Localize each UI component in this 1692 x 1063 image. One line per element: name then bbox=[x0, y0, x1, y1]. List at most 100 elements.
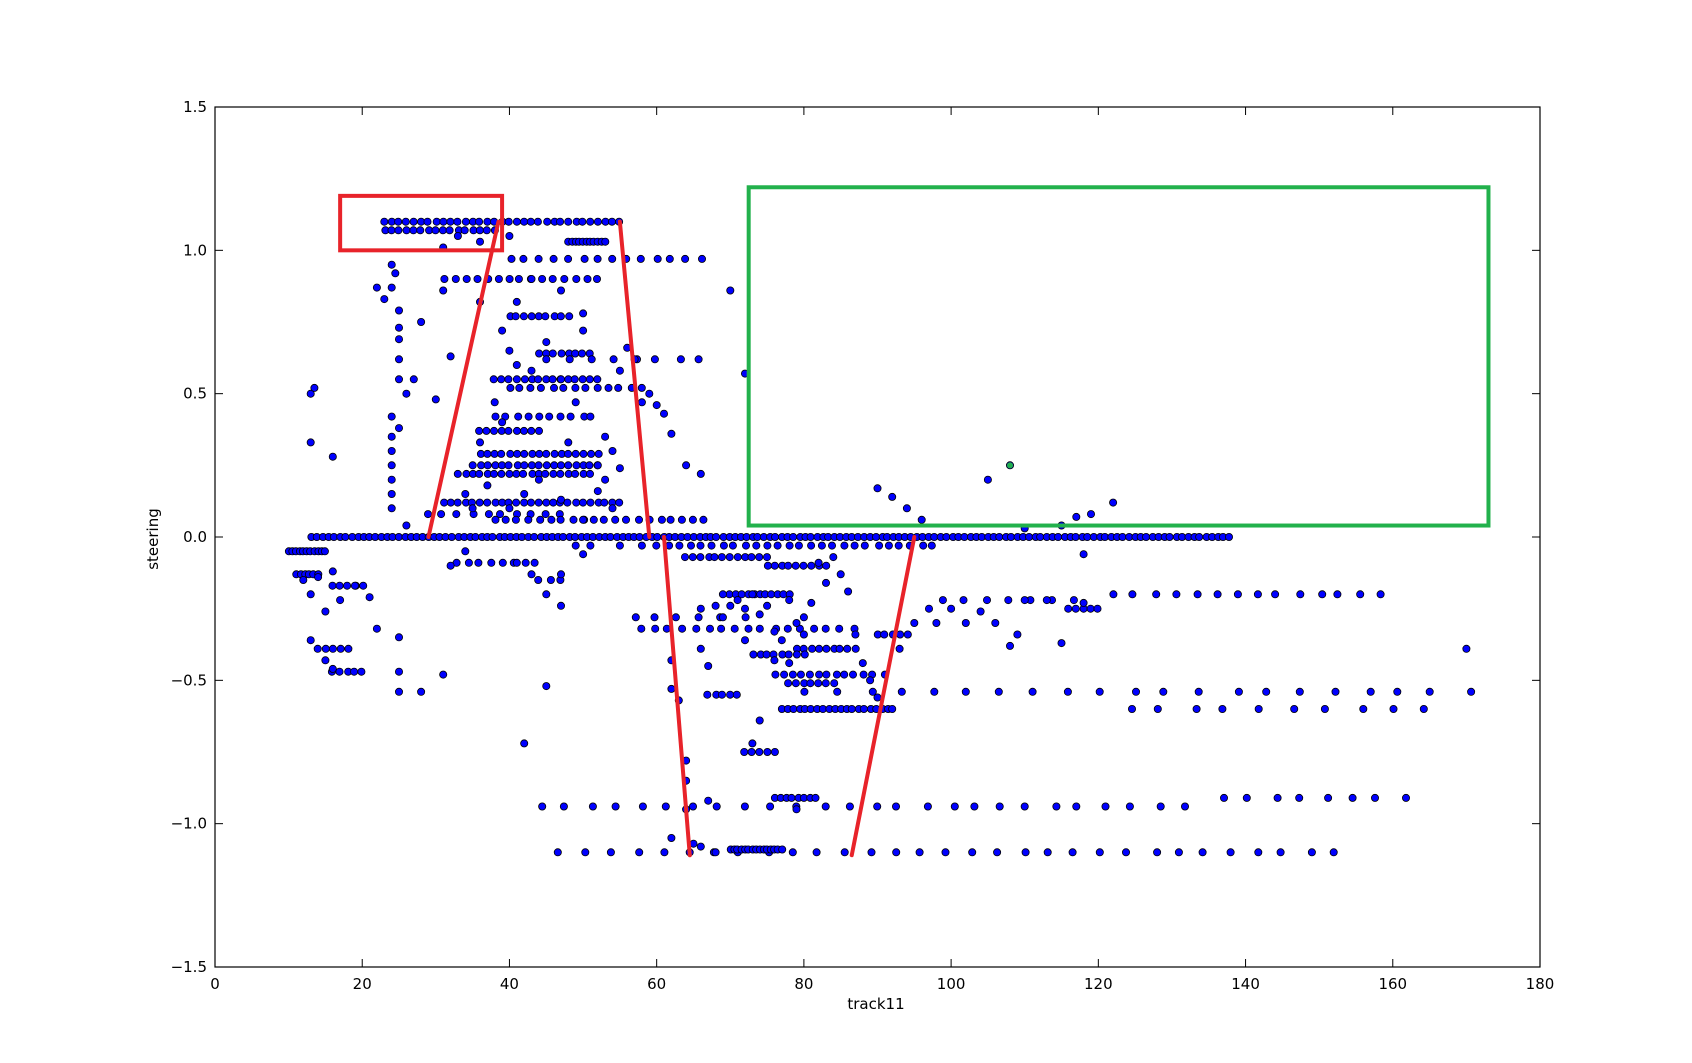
data-point bbox=[1063, 687, 1072, 696]
data-point bbox=[1128, 590, 1137, 599]
annotations bbox=[338, 185, 1491, 858]
data-point bbox=[451, 274, 460, 283]
data-point bbox=[1057, 639, 1066, 648]
data-point bbox=[681, 553, 690, 562]
data-point bbox=[321, 644, 330, 653]
data-point bbox=[789, 705, 798, 714]
data-point bbox=[513, 449, 522, 458]
data-point bbox=[505, 231, 514, 240]
data-point bbox=[608, 217, 617, 226]
data-point bbox=[394, 633, 403, 642]
data-point bbox=[306, 438, 315, 447]
data-point bbox=[959, 596, 968, 605]
data-point bbox=[497, 426, 506, 435]
data-point bbox=[409, 217, 418, 226]
data-point bbox=[490, 449, 499, 458]
data-point bbox=[534, 498, 543, 507]
data-point bbox=[320, 547, 329, 556]
data-point bbox=[394, 335, 403, 344]
data-point bbox=[611, 802, 620, 811]
data-point bbox=[549, 498, 558, 507]
data-point bbox=[462, 274, 471, 283]
data-point bbox=[588, 802, 597, 811]
data-point bbox=[564, 461, 573, 470]
data-point bbox=[747, 553, 756, 562]
data-point bbox=[604, 383, 613, 392]
data-point bbox=[829, 553, 838, 562]
data-point bbox=[667, 429, 676, 438]
data-point bbox=[1276, 848, 1285, 857]
data-point bbox=[566, 412, 575, 421]
data-point bbox=[608, 254, 617, 263]
data-point bbox=[534, 254, 543, 263]
data-point bbox=[694, 613, 703, 622]
data-point bbox=[599, 515, 608, 524]
data-point bbox=[814, 679, 823, 688]
data-point bbox=[543, 217, 552, 226]
data-point bbox=[495, 510, 504, 519]
data-point bbox=[897, 687, 906, 696]
data-point bbox=[704, 796, 713, 805]
data-point bbox=[394, 667, 403, 676]
data-point bbox=[1071, 533, 1080, 542]
data-point bbox=[556, 469, 565, 478]
data-point bbox=[792, 805, 801, 814]
data-point bbox=[483, 217, 492, 226]
data-point bbox=[730, 624, 739, 633]
data-point bbox=[306, 590, 315, 599]
data-point bbox=[571, 541, 580, 550]
data-point bbox=[835, 624, 844, 633]
data-point bbox=[343, 581, 352, 590]
data-point bbox=[571, 398, 580, 407]
data-point bbox=[452, 510, 461, 519]
data-point bbox=[372, 624, 381, 633]
data-point bbox=[766, 802, 775, 811]
data-point bbox=[807, 598, 816, 607]
data-point bbox=[1093, 604, 1102, 613]
data-point bbox=[688, 553, 697, 562]
data-point bbox=[504, 461, 513, 470]
data-point bbox=[521, 558, 530, 567]
data-point bbox=[409, 375, 418, 384]
data-point bbox=[489, 426, 498, 435]
data-point bbox=[1181, 802, 1190, 811]
data-point bbox=[1419, 705, 1428, 714]
data-point bbox=[1128, 705, 1137, 714]
data-point bbox=[660, 848, 669, 857]
data-point bbox=[1174, 848, 1183, 857]
data-point bbox=[559, 802, 568, 811]
data-point bbox=[534, 375, 543, 384]
data-point bbox=[895, 644, 904, 653]
data-point bbox=[726, 690, 735, 699]
data-point bbox=[637, 398, 646, 407]
data-point bbox=[534, 576, 543, 585]
data-point bbox=[365, 593, 374, 602]
data-point bbox=[527, 426, 536, 435]
data-point bbox=[559, 383, 568, 392]
data-point bbox=[1425, 687, 1434, 696]
data-point bbox=[556, 515, 565, 524]
data-point bbox=[533, 217, 542, 226]
data-point bbox=[800, 687, 809, 696]
data-point bbox=[453, 498, 462, 507]
x-axis: 0 20 40 60 80 100 120 140 160 180 bbox=[210, 107, 1554, 993]
data-point bbox=[755, 624, 764, 633]
data-point bbox=[1025, 533, 1034, 542]
data-point bbox=[505, 346, 514, 355]
data-point bbox=[651, 624, 660, 633]
data-point bbox=[520, 217, 529, 226]
data-point bbox=[1086, 604, 1095, 613]
data-point bbox=[733, 596, 742, 605]
data-point bbox=[671, 613, 680, 622]
data-point bbox=[667, 684, 676, 693]
data-point bbox=[581, 383, 590, 392]
data-point bbox=[830, 679, 839, 688]
data-point bbox=[553, 848, 562, 857]
data-point bbox=[306, 389, 315, 398]
data-point bbox=[587, 355, 596, 364]
data-point bbox=[822, 644, 831, 653]
data-point bbox=[932, 619, 941, 628]
data-point bbox=[1159, 687, 1168, 696]
data-point bbox=[704, 662, 713, 671]
data-point bbox=[530, 558, 539, 567]
